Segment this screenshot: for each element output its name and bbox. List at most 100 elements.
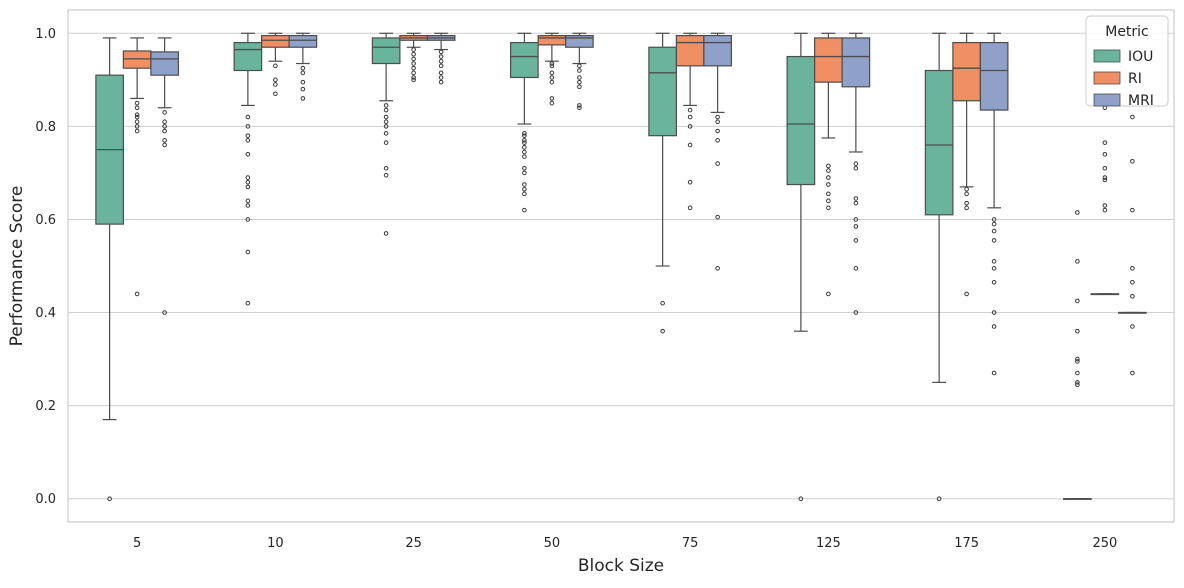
outlier-point	[245, 114, 251, 120]
iqr-box	[703, 34, 732, 67]
outlier-point	[1102, 140, 1108, 145]
outlier-point	[991, 217, 997, 222]
x-axis-title: Block Size	[578, 556, 664, 576]
box-ri-10	[261, 32, 290, 97]
outlier-point	[991, 228, 997, 234]
outlier-point	[383, 119, 389, 125]
iqr-box	[979, 41, 1009, 111]
outlier-point	[522, 140, 527, 145]
outlier-point	[549, 75, 555, 80]
iqr-box	[952, 41, 981, 102]
plot-frame	[67, 9, 1175, 523]
outlier-point	[853, 161, 859, 166]
outlier-point	[549, 63, 555, 69]
box-mri-5	[150, 37, 179, 315]
outlier-point	[383, 172, 389, 178]
iqr-box	[122, 50, 152, 69]
legend-label-iou: IOU	[1128, 49, 1153, 65]
outlier-point	[245, 198, 251, 204]
outlier-point	[522, 186, 527, 192]
series-mri	[150, 32, 1147, 376]
outlier-point	[162, 138, 167, 143]
outlier-point	[936, 496, 942, 502]
box-ri-125	[814, 32, 843, 297]
iqr-box	[371, 37, 401, 65]
outlier-point	[162, 142, 167, 148]
outlier-point	[383, 114, 389, 120]
y-tick-label: 0.4	[35, 306, 56, 321]
legend-label-ri: RI	[1128, 71, 1142, 87]
outlier-point	[522, 182, 527, 187]
outlier-point	[134, 112, 140, 118]
iqr-box	[261, 34, 290, 48]
outlier-point	[522, 138, 527, 143]
box-ri-75	[675, 32, 705, 211]
outlier-point	[522, 131, 527, 136]
x-tick-label: 175	[954, 536, 979, 551]
outlier-point	[107, 496, 112, 502]
outlier-point	[991, 279, 997, 285]
outlier-point	[1102, 151, 1108, 157]
box-iou-175	[924, 32, 954, 502]
x-tick-label: 50	[544, 536, 561, 551]
outlier-point	[411, 70, 416, 76]
outlier-point	[245, 203, 251, 208]
outlier-point	[715, 214, 720, 220]
iqr-box	[786, 55, 816, 186]
outlier-point	[660, 300, 665, 306]
outlier-point	[1102, 175, 1108, 180]
outlier-point	[1075, 370, 1080, 376]
outlier-point	[438, 70, 444, 76]
outlier-point	[438, 49, 444, 55]
iqr-box	[814, 37, 843, 83]
outlier-point	[134, 105, 140, 111]
outlier-point	[383, 103, 389, 108]
outlier-point	[1130, 293, 1135, 299]
outlier-point	[383, 165, 389, 171]
box-iou-75	[648, 32, 677, 334]
outlier-point	[522, 207, 527, 213]
iqr-box	[150, 51, 179, 76]
outlier-point	[1130, 324, 1135, 329]
y-tick-label: 0.8	[35, 120, 56, 135]
outlier-point	[577, 84, 582, 90]
outlier-point	[438, 54, 444, 59]
outlier-point	[134, 114, 140, 120]
outlier-point	[1130, 370, 1135, 376]
iqr-box	[565, 34, 594, 48]
outlier-point	[853, 238, 859, 243]
outlier-point	[1075, 382, 1080, 387]
outlier-point	[273, 77, 278, 83]
outlier-point	[438, 58, 444, 64]
outlier-point	[134, 100, 140, 106]
outlier-point	[1075, 356, 1080, 362]
outlier-point	[300, 70, 306, 76]
box-series	[95, 32, 1147, 502]
outlier-point	[273, 91, 278, 97]
outlier-point	[964, 191, 969, 197]
box-mri-175	[979, 32, 1009, 376]
outlier-point	[411, 65, 416, 71]
iqr-box	[841, 37, 871, 88]
x-tick-label: 10	[267, 536, 284, 551]
outlier-point	[577, 105, 582, 111]
outlier-point	[853, 196, 859, 201]
outlier-point	[1130, 207, 1135, 213]
outlier-point	[245, 133, 251, 138]
outlier-point	[549, 100, 555, 106]
outlier-point	[245, 151, 251, 157]
box-iou-10	[233, 32, 263, 306]
outlier-point	[438, 75, 444, 80]
outlier-point	[383, 140, 389, 145]
outlier-point	[715, 114, 720, 120]
legend-title: Metric	[1105, 24, 1149, 40]
outlier-point	[162, 119, 167, 125]
iqr-box	[537, 34, 567, 46]
outlier-point	[826, 198, 831, 204]
outlier-point	[687, 179, 693, 185]
box-ri-175	[952, 32, 981, 297]
box-iou-125	[786, 32, 816, 502]
outlier-point	[1102, 165, 1108, 171]
outlier-point	[300, 86, 306, 92]
iqr-box	[288, 34, 318, 48]
